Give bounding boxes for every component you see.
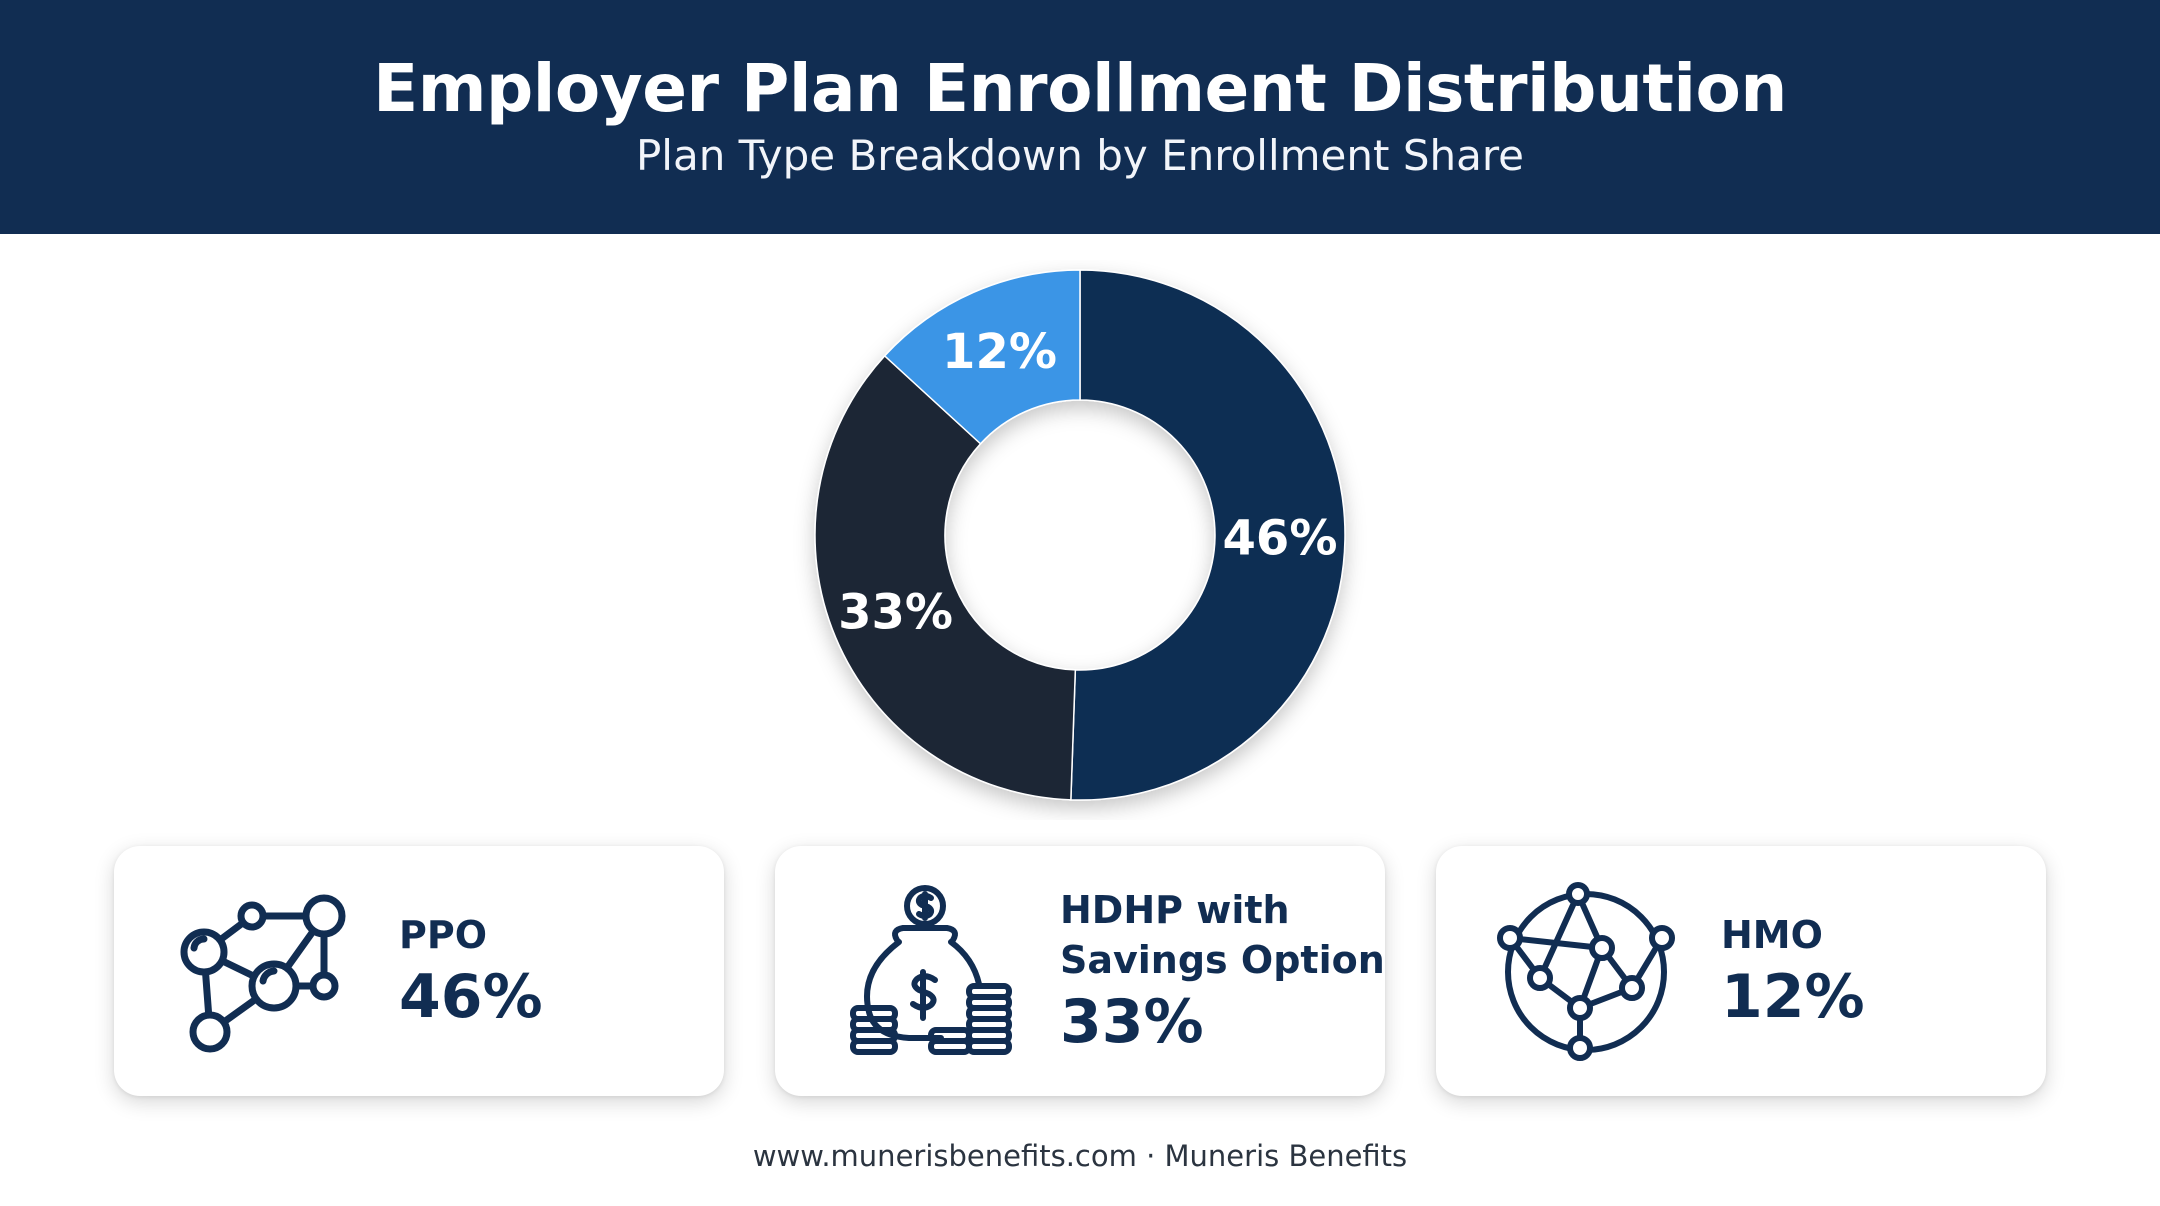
card-hdhp-value: 33% bbox=[1060, 987, 1204, 1057]
card-ppo: PPO 46% bbox=[114, 846, 724, 1096]
donut-slice-label-2: 33% bbox=[838, 584, 953, 640]
donut-slice-2 bbox=[814, 354, 1077, 801]
card-ppo-value: 46% bbox=[399, 962, 543, 1032]
globe-network-icon bbox=[1497, 882, 1675, 1061]
footer-attribution: www.munerisbenefits.com · Muneris Benefi… bbox=[752, 1139, 1408, 1173]
card-hdhp-label-line-2: Savings Option bbox=[1060, 938, 1385, 982]
card-hmo-value: 12% bbox=[1721, 962, 1865, 1032]
network-nodes-icon bbox=[180, 894, 346, 1053]
card-hmo-text: HMO 12% bbox=[1721, 846, 1865, 1096]
donut-chart: 46% 33% 12% bbox=[770, 260, 1390, 820]
donut-slice-3 bbox=[883, 269, 1081, 445]
donut-slice-label-1: 46% bbox=[1223, 510, 1338, 566]
card-hdhp: HDHP with Savings Option 33% bbox=[775, 846, 1385, 1096]
card-hmo-label: HMO bbox=[1721, 913, 1823, 957]
page-title: Employer Plan Enrollment Distribution bbox=[373, 50, 1787, 127]
card-hdhp-label-line-1: HDHP with bbox=[1060, 888, 1290, 932]
donut-slice-label-3: 12% bbox=[942, 324, 1057, 380]
card-hdhp-text: HDHP with Savings Option 33% bbox=[1060, 846, 1385, 1096]
header-banner: Employer Plan Enrollment Distribution Pl… bbox=[0, 0, 2160, 234]
donut-slice-1 bbox=[1070, 269, 1346, 801]
donut-chart-svg: 46% 33% 12% bbox=[814, 269, 1346, 801]
card-ppo-label: PPO bbox=[399, 913, 488, 957]
card-ppo-text: PPO 46% bbox=[399, 846, 543, 1096]
savings-money-bag-icon bbox=[850, 885, 1012, 1055]
card-hmo: HMO 12% bbox=[1436, 846, 2046, 1096]
page-subtitle: Plan Type Breakdown by Enrollment Share bbox=[635, 131, 1525, 180]
